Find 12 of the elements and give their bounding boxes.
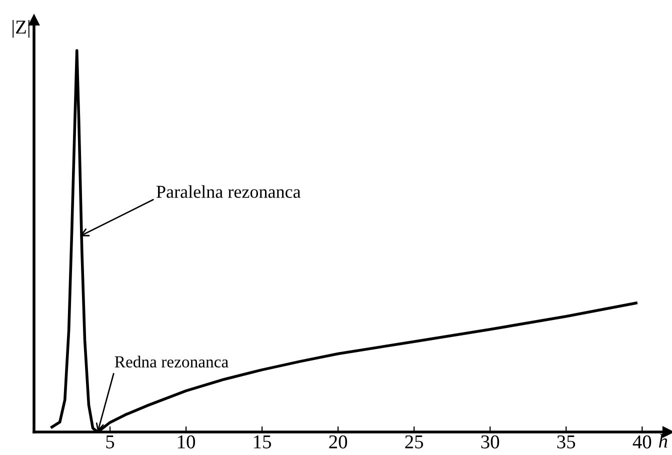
x-tick-label: 40 — [632, 435, 652, 448]
x-tick-label: 10 — [178, 435, 196, 448]
annotation: Paralelna rezonanca — [156, 185, 301, 198]
x-tick-label: 25 — [405, 435, 424, 448]
x-tick-label: 20 — [329, 435, 348, 448]
annotation: Redna rezonanca — [114, 356, 228, 368]
x-tick-label: 30 — [481, 435, 500, 448]
y-axis-title: |Z| — [12, 20, 30, 38]
x-axis-title: h — [658, 434, 668, 448]
x-tick-label: 5 — [106, 436, 114, 448]
x-tick-label: 35 — [557, 435, 576, 448]
x-tick-label: 15 — [254, 435, 272, 448]
